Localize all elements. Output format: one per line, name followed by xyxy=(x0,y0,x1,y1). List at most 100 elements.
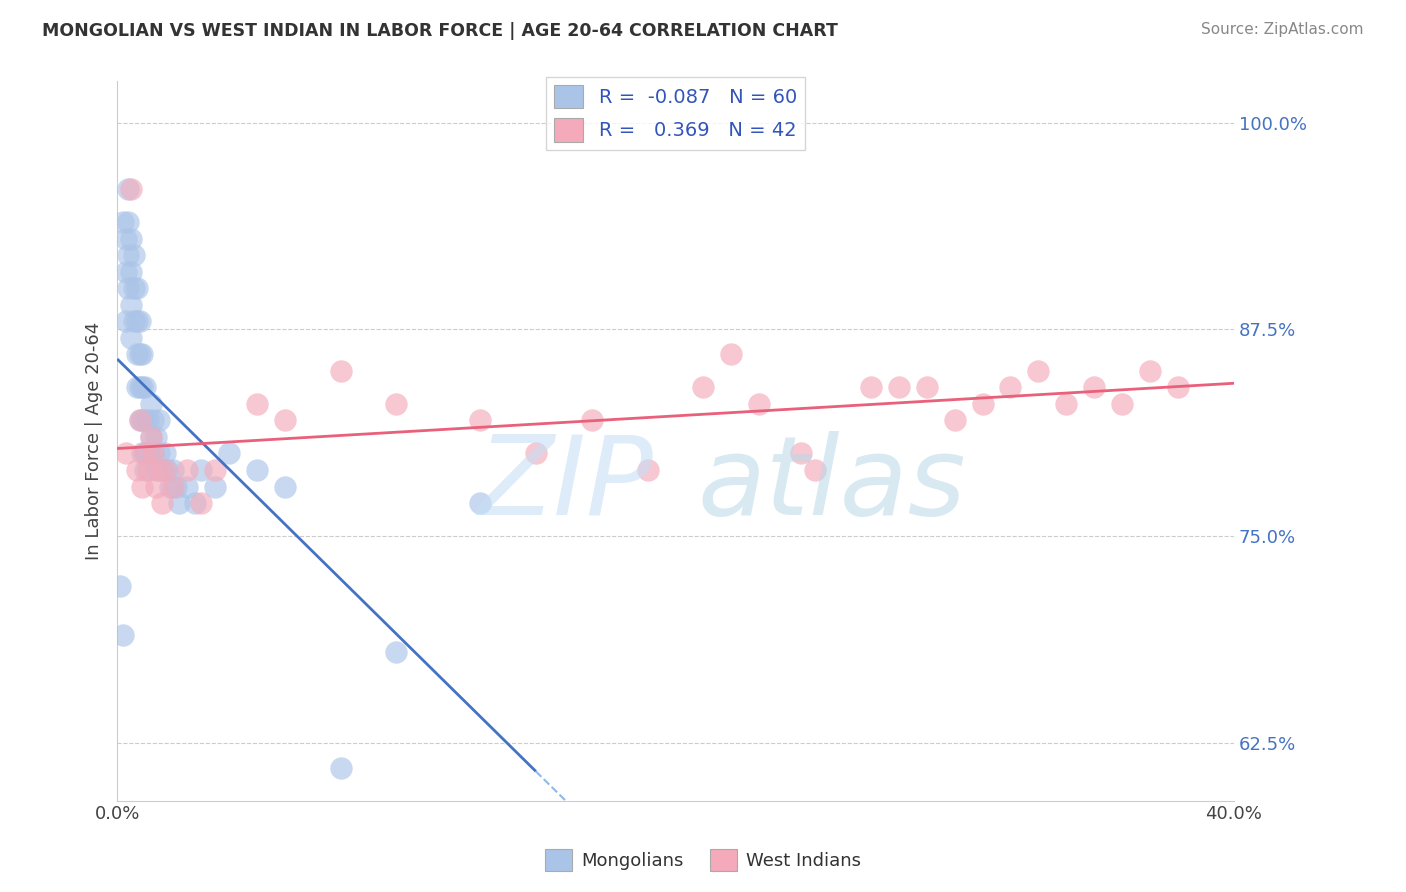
Point xyxy=(136,446,159,460)
Point xyxy=(117,215,139,229)
Point xyxy=(385,645,408,659)
Point xyxy=(114,264,136,278)
Point xyxy=(915,380,938,394)
Point xyxy=(329,364,352,378)
Point xyxy=(1111,397,1133,411)
Point xyxy=(125,380,148,394)
Point xyxy=(120,331,142,345)
Point xyxy=(120,264,142,278)
Point xyxy=(120,182,142,196)
Point xyxy=(162,479,184,493)
Point xyxy=(131,380,153,394)
Point xyxy=(748,397,770,411)
Point xyxy=(720,347,742,361)
Point xyxy=(176,463,198,477)
Point xyxy=(148,463,170,477)
Point xyxy=(943,413,966,427)
Point xyxy=(136,463,159,477)
Point xyxy=(108,579,131,593)
Point xyxy=(122,248,145,262)
Point xyxy=(128,347,150,361)
Point xyxy=(1054,397,1077,411)
Point xyxy=(148,446,170,460)
Point xyxy=(218,446,240,460)
Point xyxy=(273,479,295,493)
Point xyxy=(125,347,148,361)
Point xyxy=(204,479,226,493)
Point xyxy=(1000,380,1022,394)
Point xyxy=(128,380,150,394)
Point xyxy=(804,463,827,477)
Point xyxy=(524,446,547,460)
Point xyxy=(131,446,153,460)
Point xyxy=(134,446,156,460)
Legend: Mongolians, West Indians: Mongolians, West Indians xyxy=(537,842,869,879)
Point xyxy=(153,446,176,460)
Point xyxy=(692,380,714,394)
Point xyxy=(145,479,167,493)
Point xyxy=(139,430,162,444)
Point xyxy=(142,446,165,460)
Point xyxy=(148,413,170,427)
Point xyxy=(128,314,150,328)
Point xyxy=(142,446,165,460)
Point xyxy=(125,314,148,328)
Legend: R =  -0.087   N = 60, R =   0.369   N = 42: R = -0.087 N = 60, R = 0.369 N = 42 xyxy=(546,77,804,150)
Point xyxy=(134,380,156,394)
Point xyxy=(131,479,153,493)
Text: ZIP: ZIP xyxy=(477,431,654,538)
Point xyxy=(145,463,167,477)
Point xyxy=(184,496,207,510)
Point xyxy=(122,314,145,328)
Point xyxy=(120,298,142,312)
Point xyxy=(134,463,156,477)
Point xyxy=(128,413,150,427)
Point xyxy=(114,314,136,328)
Point xyxy=(125,463,148,477)
Point xyxy=(972,397,994,411)
Point xyxy=(120,231,142,245)
Point xyxy=(581,413,603,427)
Point xyxy=(385,397,408,411)
Point xyxy=(165,479,187,493)
Point xyxy=(125,281,148,295)
Point xyxy=(176,479,198,493)
Point xyxy=(159,479,181,493)
Point xyxy=(145,430,167,444)
Point xyxy=(117,182,139,196)
Point xyxy=(329,760,352,774)
Point xyxy=(117,281,139,295)
Point xyxy=(114,231,136,245)
Text: Source: ZipAtlas.com: Source: ZipAtlas.com xyxy=(1201,22,1364,37)
Point xyxy=(273,413,295,427)
Point xyxy=(142,413,165,427)
Point xyxy=(139,430,162,444)
Point xyxy=(246,397,269,411)
Text: MONGOLIAN VS WEST INDIAN IN LABOR FORCE | AGE 20-64 CORRELATION CHART: MONGOLIAN VS WEST INDIAN IN LABOR FORCE … xyxy=(42,22,838,40)
Point xyxy=(1167,380,1189,394)
Point xyxy=(790,446,813,460)
Point xyxy=(204,463,226,477)
Point xyxy=(1028,364,1050,378)
Point xyxy=(1083,380,1105,394)
Point xyxy=(150,463,173,477)
Point xyxy=(468,413,491,427)
Point xyxy=(134,413,156,427)
Point xyxy=(637,463,659,477)
Point xyxy=(153,463,176,477)
Point xyxy=(122,281,145,295)
Point xyxy=(128,413,150,427)
Point xyxy=(156,463,179,477)
Point xyxy=(139,397,162,411)
Point xyxy=(111,215,134,229)
Point xyxy=(111,628,134,642)
Point xyxy=(114,446,136,460)
Point xyxy=(150,496,173,510)
Point xyxy=(859,380,882,394)
Point xyxy=(468,496,491,510)
Point xyxy=(246,463,269,477)
Point xyxy=(887,380,910,394)
Point xyxy=(162,463,184,477)
Point xyxy=(167,496,190,510)
Point xyxy=(1139,364,1161,378)
